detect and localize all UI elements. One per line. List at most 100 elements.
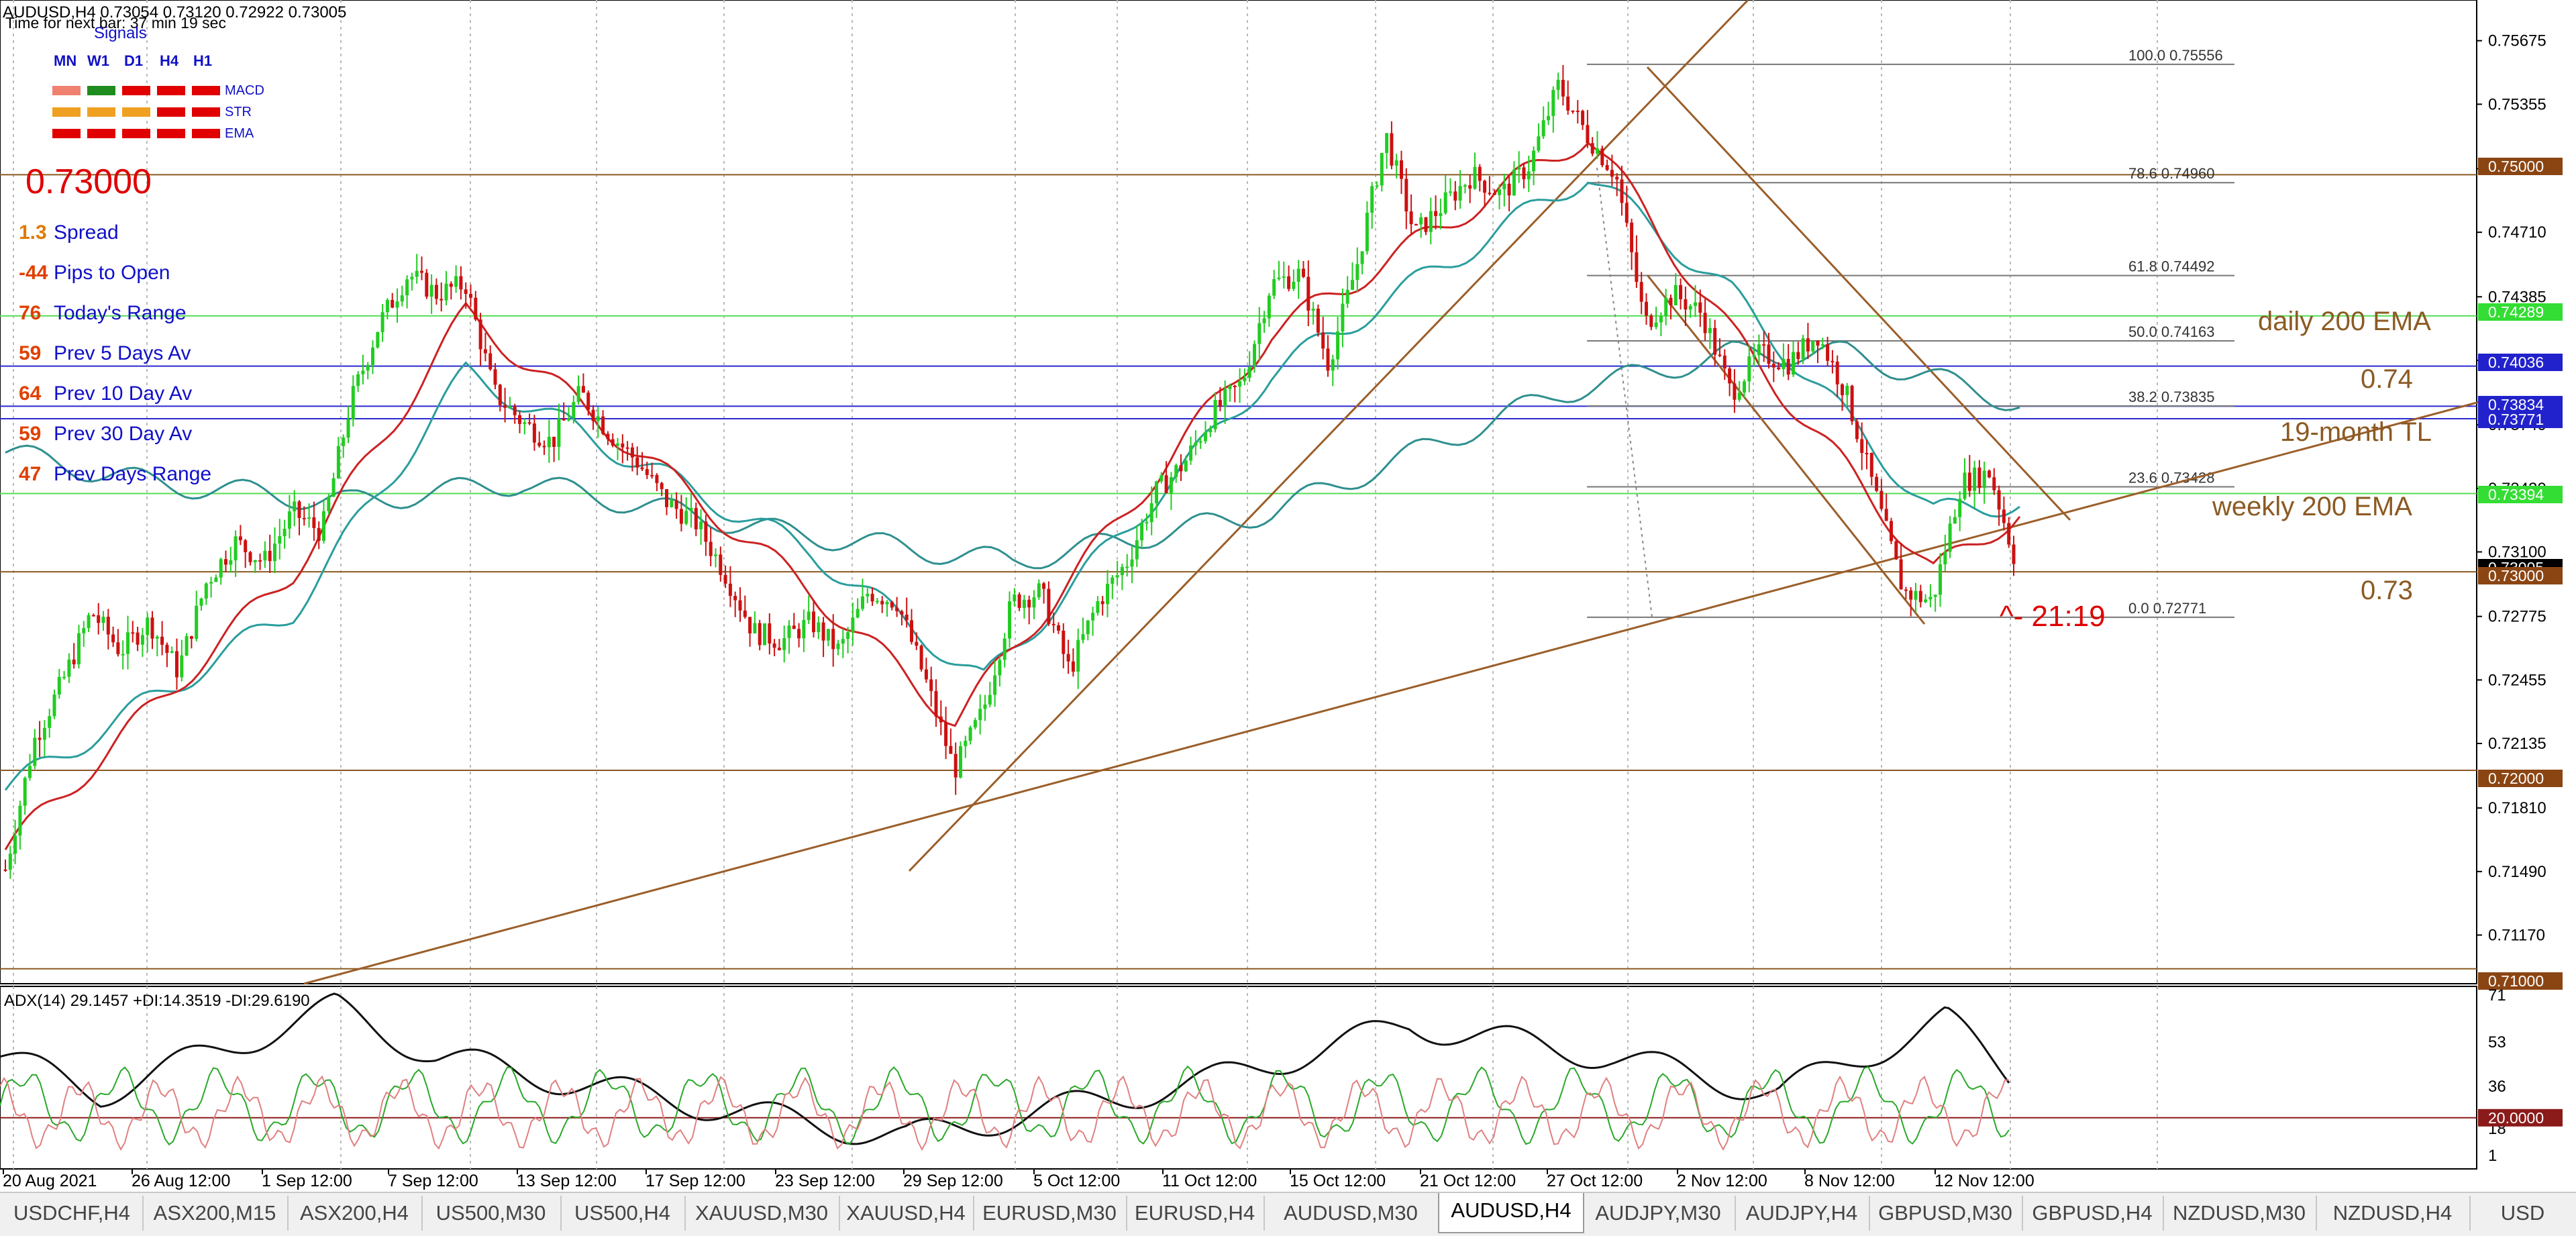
adx-tick-label: 36 bbox=[2488, 1078, 2506, 1096]
candle-body bbox=[983, 704, 987, 709]
chart-tab[interactable]: NZDUSD,H4 bbox=[2316, 1196, 2471, 1231]
candle-body bbox=[1027, 599, 1031, 608]
candle-body bbox=[591, 409, 595, 421]
chart-tab[interactable]: AUDJPY,H4 bbox=[1735, 1196, 1870, 1231]
candle-body bbox=[870, 593, 874, 602]
candle-body bbox=[1355, 264, 1359, 280]
candle-body bbox=[1869, 453, 1873, 477]
candle-body bbox=[601, 416, 605, 434]
candle-body bbox=[258, 560, 262, 562]
candle-body bbox=[1522, 167, 1526, 180]
chart-tab[interactable]: USD bbox=[2469, 1196, 2576, 1231]
signal-light bbox=[157, 129, 185, 138]
chart-tab[interactable]: GBPUSD,H4 bbox=[2022, 1196, 2164, 1231]
chart-tab[interactable]: US500,M30 bbox=[421, 1196, 562, 1231]
chart-area[interactable]: 100.0 0.75556 78.6 0.74960 61.8 0.74492 50.… bbox=[0, 0, 2576, 1192]
signal-light bbox=[87, 107, 115, 117]
time-tick-label: 21 Oct 12:00 bbox=[1420, 1172, 1516, 1190]
candle-body bbox=[527, 422, 531, 424]
time-tick-label: 1 Sep 12:00 bbox=[262, 1172, 352, 1190]
candle-body bbox=[1115, 575, 1119, 578]
candle-body bbox=[214, 577, 218, 582]
candle-body bbox=[1914, 590, 1918, 600]
candle-body bbox=[768, 623, 772, 643]
candle-body bbox=[2007, 523, 2011, 545]
adx-level-tag-label: 20.0000 bbox=[2488, 1109, 2544, 1127]
chart-tab[interactable]: AUDUSD,M30 bbox=[1264, 1196, 1439, 1231]
candle-body bbox=[1561, 80, 1565, 97]
candle-body bbox=[1414, 224, 1418, 226]
adx-tick-label: 1 bbox=[2488, 1147, 2497, 1165]
annotation-daily-200-ema: daily 200 EMA bbox=[2258, 307, 2431, 336]
candle-body bbox=[380, 312, 384, 332]
candle-body bbox=[1311, 308, 1315, 311]
candle-body bbox=[1639, 282, 1643, 302]
candle-body bbox=[625, 447, 629, 449]
price-tick-label: 0.74385 bbox=[2488, 288, 2546, 306]
time-tick-label: 27 Oct 12:00 bbox=[1547, 1172, 1643, 1190]
candle-body bbox=[704, 521, 708, 542]
chart-tab[interactable]: XAUUSD,M30 bbox=[684, 1196, 840, 1231]
chart-tab[interactable]: AUDUSD,H4 bbox=[1438, 1193, 1584, 1233]
candle-body bbox=[1257, 323, 1261, 344]
candle-body bbox=[1782, 358, 1786, 370]
chart-tab[interactable]: US500,H4 bbox=[560, 1196, 686, 1231]
candle-body bbox=[1071, 661, 1075, 672]
candle-body bbox=[1703, 313, 1707, 333]
chart-tab-bar: USDCHF,H4 ASX200,M15 ASX200,H4 US500,M30 US5… bbox=[0, 1192, 2576, 1236]
candle-body bbox=[1492, 193, 1496, 195]
candle-body bbox=[1247, 366, 1251, 378]
price-tick-label: 0.72455 bbox=[2488, 671, 2546, 689]
candle-body bbox=[797, 629, 801, 639]
chart-tab[interactable]: NZDUSD,M30 bbox=[2163, 1196, 2317, 1231]
candle-body bbox=[1865, 453, 1869, 455]
candle-body bbox=[1831, 360, 1835, 362]
ema-fast bbox=[4, 142, 2021, 851]
candle-body bbox=[1743, 381, 1746, 393]
candle-body bbox=[567, 418, 570, 421]
chart-tab[interactable]: ASX200,M15 bbox=[142, 1196, 289, 1231]
candle-body bbox=[185, 636, 189, 656]
candle-body bbox=[1997, 490, 2001, 510]
chart-tab[interactable]: EURUSD,M30 bbox=[973, 1196, 1127, 1231]
candle-body bbox=[616, 443, 619, 446]
price-tag bbox=[2478, 303, 2563, 321]
candle-body bbox=[1473, 166, 1477, 189]
chart-tab[interactable]: GBPUSD,M30 bbox=[1869, 1196, 2023, 1231]
candle-body bbox=[1351, 280, 1354, 290]
candle-body bbox=[498, 384, 502, 405]
candle-body bbox=[1106, 584, 1109, 605]
candle-body bbox=[155, 636, 159, 639]
candle-body bbox=[1904, 589, 1908, 591]
candle-body bbox=[1463, 185, 1467, 187]
candle-body bbox=[1610, 170, 1614, 177]
candle-body bbox=[1439, 213, 1443, 216]
candle-body bbox=[1316, 308, 1320, 333]
price-tick-label: 0.74710 bbox=[2488, 223, 2546, 242]
annotation-074: 0.74 bbox=[2361, 364, 2413, 394]
candle-body bbox=[1924, 599, 1928, 603]
candle-body bbox=[331, 478, 336, 497]
chart-tab[interactable]: USDCHF,H4 bbox=[1, 1196, 144, 1231]
candle-body bbox=[993, 675, 997, 695]
candle-body bbox=[1130, 559, 1134, 567]
chart-tab[interactable]: ASX200,H4 bbox=[287, 1196, 423, 1231]
candle-body bbox=[440, 299, 444, 301]
candle-body bbox=[1013, 594, 1017, 602]
candle-body bbox=[954, 754, 958, 778]
fib-level-label: 61.8 0.74492 bbox=[2128, 258, 2214, 275]
candle-body bbox=[1792, 352, 1795, 375]
candle-body bbox=[503, 405, 507, 408]
candle-body bbox=[38, 737, 42, 740]
candle-body bbox=[978, 709, 982, 721]
price-tick-label: 0.71170 bbox=[2488, 927, 2545, 945]
candle-body bbox=[1762, 344, 1766, 346]
chart-tab[interactable]: XAUUSD,H4 bbox=[839, 1196, 974, 1231]
candle-body bbox=[1096, 601, 1100, 613]
candle-body bbox=[317, 527, 321, 541]
candle-body bbox=[1816, 340, 1820, 346]
candle-body bbox=[792, 625, 796, 629]
chart-tab[interactable]: EURUSD,H4 bbox=[1126, 1196, 1265, 1231]
candle-body bbox=[1424, 217, 1428, 232]
chart-tab[interactable]: AUDJPY,M30 bbox=[1582, 1196, 1736, 1231]
